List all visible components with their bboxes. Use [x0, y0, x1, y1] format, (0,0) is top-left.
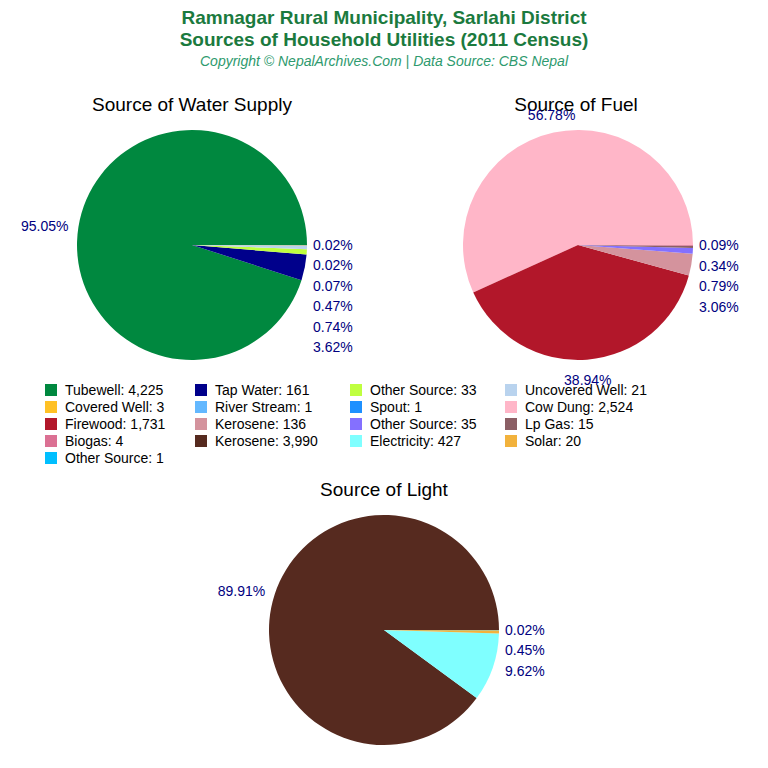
pie-slice [578, 245, 693, 254]
legend-label: Other Source: 1 [65, 450, 164, 466]
pie-slice [578, 245, 693, 248]
pie-slice [578, 245, 693, 247]
legend-swatch [505, 401, 517, 413]
pie: 89.91% 9.62% 0.45% 0.02% [218, 515, 545, 745]
pie-slice [192, 245, 307, 246]
pie-slice [192, 245, 307, 247]
legend-label: Lp Gas: 15 [525, 416, 594, 432]
legend-swatch [505, 435, 517, 447]
data-label: 56.78% [528, 107, 575, 123]
pie-slice [578, 245, 693, 276]
pie-slice [192, 245, 307, 249]
chart-title: Ramnagar Rural Municipality, Sarlahi Dis… [181, 7, 587, 28]
legend-label: River Stream: 1 [215, 399, 312, 415]
legend-label: Tubewell: 4,225 [65, 382, 164, 398]
legend-label: Cow Dung: 2,524 [525, 399, 633, 415]
data-label: 95.05% [21, 218, 68, 234]
legend-swatch [45, 384, 57, 396]
legend-label: Kerosene: 3,990 [215, 433, 318, 449]
pie-slice [192, 245, 307, 246]
legend: Tubewell: 4,225 Tap Water: 161 Other Sourc… [45, 382, 647, 466]
legend-label: Solar: 20 [525, 433, 581, 449]
legend-swatch [350, 418, 362, 430]
legend-label: Kerosene: 136 [215, 416, 306, 432]
legend-swatch [350, 435, 362, 447]
data-label: 0.02% [313, 257, 353, 273]
data-label: 0.09% [699, 237, 739, 253]
data-label: 0.07% [313, 278, 353, 294]
legend-swatch [45, 435, 57, 447]
legend-swatch [195, 435, 207, 447]
legend-swatch [505, 418, 517, 430]
legend-label: Other Source: 35 [370, 416, 477, 432]
data-label: 9.62% [505, 663, 545, 679]
pie: 56.78%38.94%3.06%0.79%0.34%0.09% [463, 107, 739, 388]
pie-slice [269, 515, 499, 745]
data-label: 3.06% [699, 299, 739, 315]
data-label: 0.02% [505, 622, 545, 638]
legend-label: Firewood: 1,731 [65, 416, 166, 432]
legend-swatch [195, 384, 207, 396]
data-label: 89.91% [218, 583, 265, 599]
legend-swatch [195, 418, 207, 430]
chart-title: Sources of Household Utilities (2011 Cen… [180, 29, 589, 50]
pie-slice [384, 630, 499, 698]
data-label: 0.02% [313, 237, 353, 253]
pie: 95.05% 3.62% 0.74% 0.47% 0.07% 0.02% 0.02% [21, 130, 353, 360]
chart-canvas: Ramnagar Rural Municipality, Sarlahi Dis… [0, 0, 768, 768]
pie-slice [384, 630, 499, 633]
pie-slice [77, 130, 307, 360]
pie-title: Source of Light [320, 479, 449, 500]
data-label: 0.47% [313, 298, 353, 314]
legend-label: Covered Well: 3 [65, 399, 165, 415]
data-label: 0.79% [699, 278, 739, 294]
legend-swatch [195, 401, 207, 413]
pie-slice [192, 245, 307, 255]
legend-label: Electricity: 427 [370, 433, 461, 449]
legend-label: Tap Water: 161 [215, 382, 310, 398]
legend-label: Biogas: 4 [65, 433, 124, 449]
data-label: 0.45% [505, 642, 545, 658]
legend-swatch [505, 384, 517, 396]
data-label: 0.74% [313, 319, 353, 335]
pie-slice [384, 630, 499, 631]
legend-swatch [350, 384, 362, 396]
legend-swatch [45, 452, 57, 464]
pie-slice [192, 245, 307, 280]
legend-label: Spout: 1 [370, 399, 422, 415]
pie-title: Source of Water Supply [92, 94, 292, 115]
legend-label: Other Source: 33 [370, 382, 477, 398]
legend-swatch [350, 401, 362, 413]
legend-label: Uncovered Well: 21 [525, 382, 647, 398]
data-label: 3.62% [313, 339, 353, 355]
data-label: 0.34% [699, 258, 739, 274]
chart-subtitle: Copyright © NepalArchives.Com | Data Sou… [200, 53, 569, 69]
legend-swatch [45, 418, 57, 430]
legend-swatch [45, 401, 57, 413]
